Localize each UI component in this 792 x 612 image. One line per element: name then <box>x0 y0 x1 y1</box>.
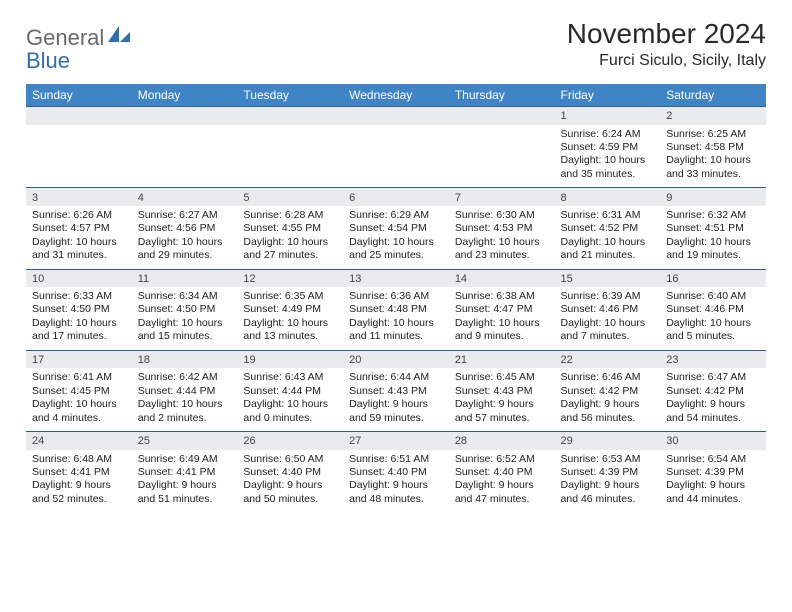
day-data-row: Sunrise: 6:33 AMSunset: 4:50 PMDaylight:… <box>26 287 766 350</box>
weekday-header: Friday <box>555 84 661 107</box>
day-data-cell: Sunrise: 6:34 AMSunset: 4:50 PMDaylight:… <box>132 287 238 350</box>
day-data-cell: Sunrise: 6:46 AMSunset: 4:42 PMDaylight:… <box>555 368 661 431</box>
day-data-cell: Sunrise: 6:27 AMSunset: 4:56 PMDaylight:… <box>132 206 238 269</box>
calendar-table: SundayMondayTuesdayWednesdayThursdayFrid… <box>26 84 766 512</box>
day-data-cell: Sunrise: 6:43 AMSunset: 4:44 PMDaylight:… <box>237 368 343 431</box>
day-data-cell <box>449 125 555 188</box>
day-number-cell <box>449 107 555 125</box>
day-number-cell: 20 <box>343 350 449 368</box>
day-number-cell: 8 <box>555 188 661 206</box>
daynum-row: 17181920212223 <box>26 350 766 368</box>
day-data-cell: Sunrise: 6:48 AMSunset: 4:41 PMDaylight:… <box>26 450 132 513</box>
day-number-cell: 6 <box>343 188 449 206</box>
day-data-cell: Sunrise: 6:25 AMSunset: 4:58 PMDaylight:… <box>660 125 766 188</box>
day-number-cell: 28 <box>449 432 555 450</box>
day-data-cell: Sunrise: 6:38 AMSunset: 4:47 PMDaylight:… <box>449 287 555 350</box>
day-number-cell: 13 <box>343 269 449 287</box>
day-data-cell: Sunrise: 6:31 AMSunset: 4:52 PMDaylight:… <box>555 206 661 269</box>
day-data-cell: Sunrise: 6:51 AMSunset: 4:40 PMDaylight:… <box>343 450 449 513</box>
day-data-cell <box>237 125 343 188</box>
day-number-cell <box>237 107 343 125</box>
day-number-cell: 3 <box>26 188 132 206</box>
day-number-cell: 22 <box>555 350 661 368</box>
day-data-cell: Sunrise: 6:29 AMSunset: 4:54 PMDaylight:… <box>343 206 449 269</box>
day-data-cell: Sunrise: 6:35 AMSunset: 4:49 PMDaylight:… <box>237 287 343 350</box>
day-number-cell: 24 <box>26 432 132 450</box>
day-data-row: Sunrise: 6:24 AMSunset: 4:59 PMDaylight:… <box>26 125 766 188</box>
day-number-cell <box>26 107 132 125</box>
day-number-cell: 23 <box>660 350 766 368</box>
day-number-cell: 14 <box>449 269 555 287</box>
day-data-cell: Sunrise: 6:30 AMSunset: 4:53 PMDaylight:… <box>449 206 555 269</box>
day-number-cell: 16 <box>660 269 766 287</box>
daynum-row: 10111213141516 <box>26 269 766 287</box>
day-data-cell: Sunrise: 6:54 AMSunset: 4:39 PMDaylight:… <box>660 450 766 513</box>
day-data-cell <box>26 125 132 188</box>
day-data-cell: Sunrise: 6:36 AMSunset: 4:48 PMDaylight:… <box>343 287 449 350</box>
day-data-cell: Sunrise: 6:41 AMSunset: 4:45 PMDaylight:… <box>26 368 132 431</box>
daynum-row: 24252627282930 <box>26 432 766 450</box>
brand-sail-icon <box>106 24 132 52</box>
day-data-row: Sunrise: 6:48 AMSunset: 4:41 PMDaylight:… <box>26 450 766 513</box>
day-data-cell: Sunrise: 6:52 AMSunset: 4:40 PMDaylight:… <box>449 450 555 513</box>
day-number-cell: 26 <box>237 432 343 450</box>
day-data-cell: Sunrise: 6:40 AMSunset: 4:46 PMDaylight:… <box>660 287 766 350</box>
day-number-cell: 10 <box>26 269 132 287</box>
day-number-cell: 4 <box>132 188 238 206</box>
day-number-cell: 7 <box>449 188 555 206</box>
weekday-header: Monday <box>132 84 238 107</box>
daynum-row: 12 <box>26 107 766 125</box>
daynum-row: 3456789 <box>26 188 766 206</box>
day-data-cell: Sunrise: 6:49 AMSunset: 4:41 PMDaylight:… <box>132 450 238 513</box>
weekday-header: Thursday <box>449 84 555 107</box>
day-data-row: Sunrise: 6:41 AMSunset: 4:45 PMDaylight:… <box>26 368 766 431</box>
day-number-cell: 1 <box>555 107 661 125</box>
day-number-cell: 2 <box>660 107 766 125</box>
day-data-cell <box>343 125 449 188</box>
day-number-cell: 25 <box>132 432 238 450</box>
day-number-cell <box>343 107 449 125</box>
day-data-cell: Sunrise: 6:50 AMSunset: 4:40 PMDaylight:… <box>237 450 343 513</box>
day-number-cell: 21 <box>449 350 555 368</box>
day-number-cell: 5 <box>237 188 343 206</box>
day-number-cell: 9 <box>660 188 766 206</box>
location: Furci Siculo, Sicily, Italy <box>567 52 766 70</box>
day-data-cell: Sunrise: 6:26 AMSunset: 4:57 PMDaylight:… <box>26 206 132 269</box>
day-number-cell: 27 <box>343 432 449 450</box>
day-data-cell: Sunrise: 6:39 AMSunset: 4:46 PMDaylight:… <box>555 287 661 350</box>
weekday-header: Sunday <box>26 84 132 107</box>
day-data-cell: Sunrise: 6:24 AMSunset: 4:59 PMDaylight:… <box>555 125 661 188</box>
day-number-cell: 30 <box>660 432 766 450</box>
day-number-cell: 29 <box>555 432 661 450</box>
day-number-cell <box>132 107 238 125</box>
day-data-cell: Sunrise: 6:42 AMSunset: 4:44 PMDaylight:… <box>132 368 238 431</box>
weekday-header-row: SundayMondayTuesdayWednesdayThursdayFrid… <box>26 84 766 107</box>
day-number-cell: 12 <box>237 269 343 287</box>
weekday-header: Wednesday <box>343 84 449 107</box>
day-data-cell: Sunrise: 6:53 AMSunset: 4:39 PMDaylight:… <box>555 450 661 513</box>
day-data-cell: Sunrise: 6:32 AMSunset: 4:51 PMDaylight:… <box>660 206 766 269</box>
day-data-cell <box>132 125 238 188</box>
day-data-cell: Sunrise: 6:45 AMSunset: 4:43 PMDaylight:… <box>449 368 555 431</box>
day-number-cell: 15 <box>555 269 661 287</box>
day-number-cell: 19 <box>237 350 343 368</box>
day-data-cell: Sunrise: 6:33 AMSunset: 4:50 PMDaylight:… <box>26 287 132 350</box>
day-number-cell: 11 <box>132 269 238 287</box>
weekday-header: Saturday <box>660 84 766 107</box>
brand-blue: Blue <box>26 48 70 74</box>
day-number-cell: 18 <box>132 350 238 368</box>
day-data-row: Sunrise: 6:26 AMSunset: 4:57 PMDaylight:… <box>26 206 766 269</box>
day-number-cell: 17 <box>26 350 132 368</box>
month-title: November 2024 <box>567 18 766 50</box>
day-data-cell: Sunrise: 6:44 AMSunset: 4:43 PMDaylight:… <box>343 368 449 431</box>
day-data-cell: Sunrise: 6:28 AMSunset: 4:55 PMDaylight:… <box>237 206 343 269</box>
weekday-header: Tuesday <box>237 84 343 107</box>
day-data-cell: Sunrise: 6:47 AMSunset: 4:42 PMDaylight:… <box>660 368 766 431</box>
